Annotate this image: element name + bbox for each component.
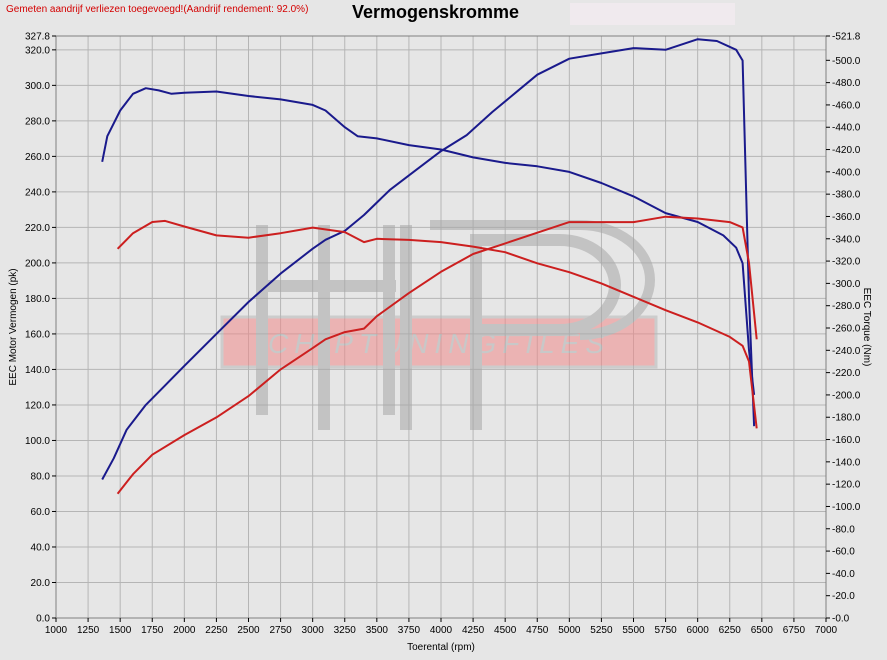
x-tick-label: 5250: [590, 625, 613, 636]
y2-tick-label: -360.0: [832, 212, 861, 223]
x-tick-label: 3500: [366, 625, 389, 636]
x-tick-label: 1000: [45, 625, 68, 636]
y-tick-label: 80.0: [31, 471, 51, 482]
y2-tick-label: -460.0: [832, 100, 861, 111]
x-tick-label: 5000: [558, 625, 581, 636]
y2-tick-label: -140.0: [832, 457, 861, 468]
x-tick-label: 5750: [654, 625, 677, 636]
y-tick-label: 20.0: [31, 578, 51, 589]
y2-tick-label: -40.0: [832, 569, 855, 580]
x-tick-label: 6000: [687, 625, 710, 636]
y2-tick-label: -80.0: [832, 524, 855, 535]
y2-tick-label: -0.0: [832, 614, 850, 625]
x-tick-label: 3250: [334, 625, 357, 636]
x-axis-label: Toerental (rpm): [407, 642, 475, 653]
y2-tick-label: -120.0: [832, 480, 861, 491]
y2-tick-label: -240.0: [832, 346, 861, 357]
y2-axis-label: EEC Torque (Nm): [861, 288, 872, 367]
x-tick-label: 3750: [398, 625, 421, 636]
chart-title: Vermogenskromme: [352, 2, 520, 22]
y-tick-label: 120.0: [25, 400, 50, 411]
red-torque-curve: [116, 219, 758, 429]
y2-tick-label: -300.0: [832, 279, 861, 290]
watermark-bar: [256, 225, 268, 415]
y-tick-label: 100.0: [25, 436, 50, 447]
y-tick-label: 40.0: [31, 542, 51, 553]
y2-axis-ticks: -0.0 -20.0 -40.0 -60.0 -80.0 -100.0 -120.0 -140…: [826, 32, 861, 625]
grid-lines: [55, 35, 827, 619]
blue-power-curve: [101, 38, 756, 480]
y2-tick-label: -521.8: [832, 32, 861, 43]
x-tick-label: 5500: [622, 625, 645, 636]
y2-tick-label: -260.0: [832, 324, 861, 335]
blue-torque-curve: [101, 87, 756, 396]
x-axis-ticks: 1000 1250 1500 1750 2000 2250 2500 2750 3000 3250…: [45, 618, 838, 636]
x-tick-label: 1250: [77, 625, 100, 636]
y2-tick-label: -380.0: [832, 190, 861, 201]
y-axis-ticks: 0.0 20.0 40.0 60.0 80.0 100.0 120.0 140.0 160.0 1…: [25, 32, 56, 625]
watermark-bar: [318, 225, 330, 430]
x-tick-label: 4000: [430, 625, 453, 636]
y2-tick-label: -200.0: [832, 390, 861, 401]
x-tick-label: 6500: [751, 625, 774, 636]
y2-tick-label: -320.0: [832, 257, 861, 268]
x-tick-label: 2000: [173, 625, 196, 636]
y2-tick-label: -20.0: [832, 591, 855, 602]
x-tick-label: 4750: [526, 625, 549, 636]
y-tick-label: 320.0: [25, 45, 50, 56]
y2-tick-label: -180.0: [832, 413, 861, 424]
y-tick-label: 220.0: [25, 223, 50, 234]
y-axis-label: EEC Motor Vermogen (pk): [8, 268, 19, 385]
watermark-arc: [470, 234, 621, 336]
y-tick-label: 240.0: [25, 187, 50, 198]
watermark-bar: [383, 225, 395, 415]
y-tick-label: 140.0: [25, 365, 50, 376]
data-series: [101, 38, 758, 495]
y2-tick-label: -420.0: [832, 145, 861, 156]
y2-tick-label: -340.0: [832, 234, 861, 245]
y-tick-label: 60.0: [31, 507, 51, 518]
y2-tick-label: -400.0: [832, 167, 861, 178]
drive-loss-note: Gemeten aandrijf verliezen toegevoegd!(A…: [6, 4, 309, 15]
y-tick-label: 260.0: [25, 152, 50, 163]
watermark-bar: [256, 280, 396, 292]
y2-tick-label: -160.0: [832, 435, 861, 446]
x-tick-label: 2250: [205, 625, 228, 636]
y-tick-label: 0.0: [36, 614, 50, 625]
y2-tick-label: -280.0: [832, 301, 861, 312]
x-tick-label: 6750: [783, 625, 806, 636]
y2-tick-label: -500.0: [832, 56, 861, 67]
y2-tick-label: -440.0: [832, 123, 861, 134]
x-tick-label: 7000: [815, 625, 838, 636]
y2-tick-label: -480.0: [832, 78, 861, 89]
x-tick-label: 2750: [269, 625, 292, 636]
watermark-logo: CHIPTUNINGFILES: [220, 220, 658, 430]
y-tick-label: 300.0: [25, 81, 50, 92]
x-tick-label: 4500: [494, 625, 517, 636]
y2-tick-label: -60.0: [832, 547, 855, 558]
watermark-bar: [400, 225, 412, 430]
x-tick-label: 6250: [719, 625, 742, 636]
x-tick-label: 3000: [302, 625, 325, 636]
x-tick-label: 2500: [237, 625, 260, 636]
x-tick-label: 4250: [462, 625, 485, 636]
title-side-box: [570, 3, 735, 25]
x-tick-label: 1750: [141, 625, 164, 636]
watermark-arc: [430, 220, 655, 340]
y-tick-label: 160.0: [25, 329, 50, 340]
y2-tick-label: -100.0: [832, 502, 861, 513]
y-tick-label: 327.8: [25, 32, 50, 43]
x-tick-label: 1500: [109, 625, 132, 636]
y-tick-label: 280.0: [25, 116, 50, 127]
y2-tick-label: -220.0: [832, 368, 861, 379]
y-tick-label: 200.0: [25, 258, 50, 269]
y-tick-label: 180.0: [25, 294, 50, 305]
red-power-curve: [116, 215, 758, 495]
